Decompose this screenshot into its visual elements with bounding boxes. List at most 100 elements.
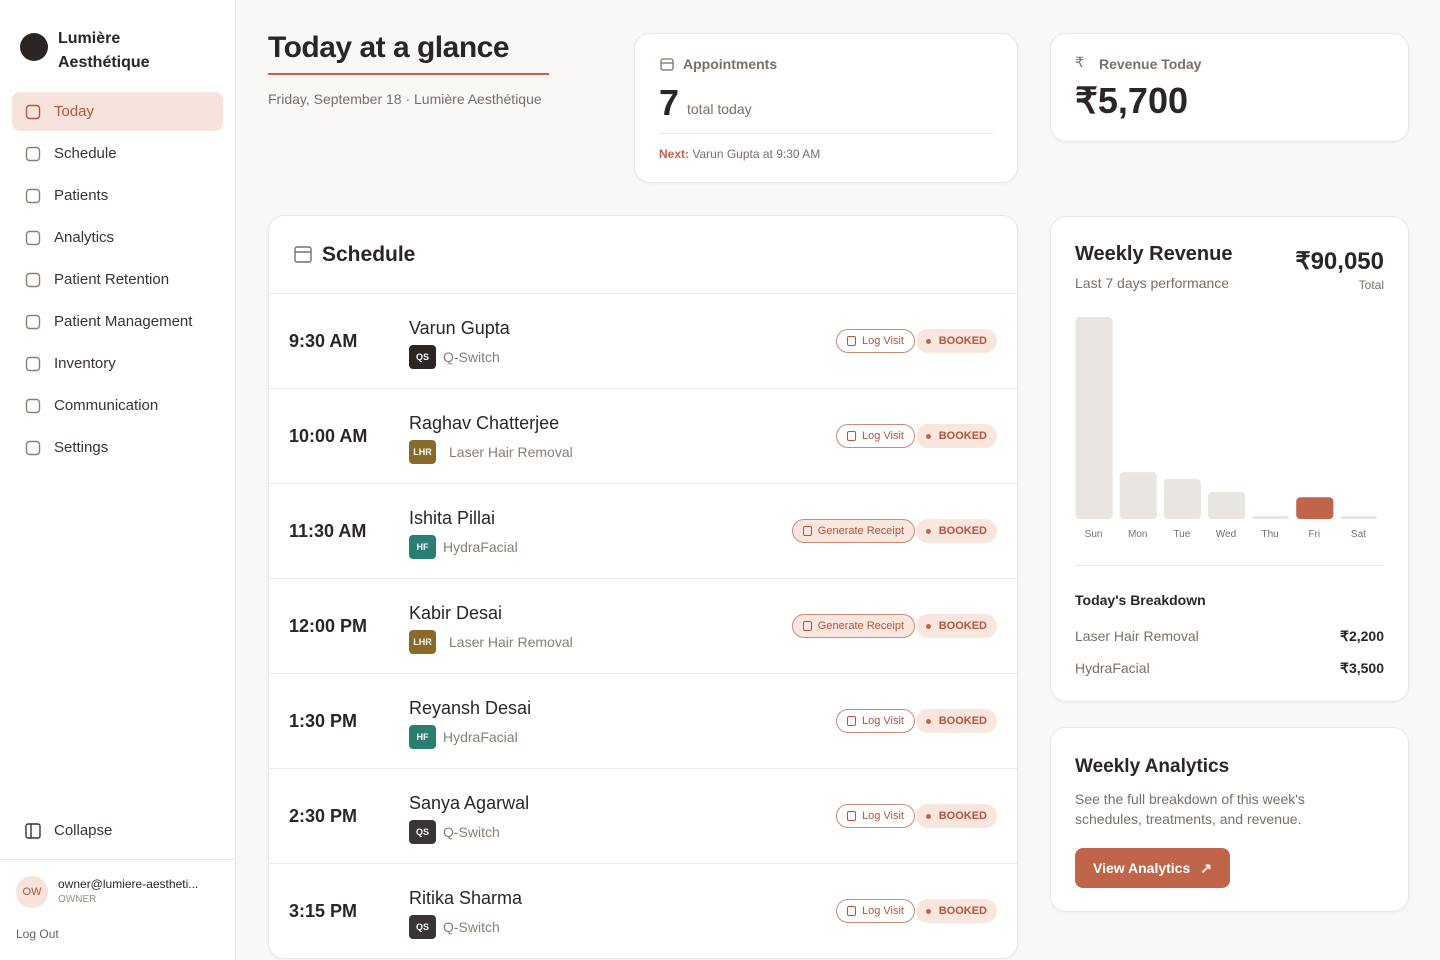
treatment: Q-Switch <box>443 824 500 840</box>
nav-label: Patient Management <box>54 313 193 330</box>
nav-item[interactable]: Communication <box>12 386 223 425</box>
time: 9:30 AM <box>289 331 358 351</box>
nav-item[interactable]: Today <box>12 92 223 131</box>
time: 12:00 PM <box>289 616 368 636</box>
action-button[interactable]: Generate Receipt <box>791 519 915 543</box>
card-label: Revenue Today <box>1099 56 1202 72</box>
status-pill: BOOKED <box>915 709 997 733</box>
icon <box>25 146 41 161</box>
action-button[interactable]: Log Visit <box>836 329 915 353</box>
nav-item[interactable]: Patients <box>12 176 223 215</box>
nav-label: Settings <box>54 439 109 456</box>
treatment: HydraFacial <box>443 539 518 555</box>
bar <box>1119 472 1157 519</box>
schedule-row: 2:30 PM Sanya Agarwal QS Q-Switch BOOKED Log … <box>269 768 1017 864</box>
nav-item[interactable]: Analytics <box>12 218 223 257</box>
schedule-row: 12:00 PM Kabir Desai LHR Laser Hair Removal… <box>269 578 1017 674</box>
patient-name: Kabir Desai <box>409 603 503 623</box>
icon <box>660 58 674 71</box>
icon-shape <box>25 230 41 245</box>
treatment-code: QS <box>409 820 436 844</box>
action-button[interactable]: Log Visit <box>836 424 915 448</box>
status-pill: BOOKED <box>915 519 997 543</box>
icon <box>25 440 41 455</box>
nav-item[interactable]: Inventory <box>12 344 223 383</box>
action-icon <box>802 526 812 536</box>
patient-name: Ishita Pillai <box>409 508 496 528</box>
action-button[interactable]: Log Visit <box>836 709 915 733</box>
total-label: Total <box>1358 278 1384 292</box>
nav-item[interactable]: Patient Retention <box>12 260 223 299</box>
nav-item[interactable]: Settings <box>12 428 223 467</box>
icon <box>25 230 41 245</box>
collapse-button[interactable]: Collapse <box>12 811 223 850</box>
treatment: Laser Hair Removal <box>449 444 573 460</box>
title-underline <box>268 73 549 75</box>
x-tick-label: Tue <box>1173 529 1190 540</box>
status-pill: BOOKED <box>915 614 997 638</box>
code-label: QS <box>415 922 429 932</box>
code-label: QS <box>415 352 429 362</box>
card-label: Appointments <box>683 56 778 72</box>
icon <box>25 822 41 839</box>
bar <box>1207 491 1246 519</box>
icon-shape <box>25 314 41 329</box>
view-analytics-button[interactable]: View Analytics ↗ <box>1075 848 1230 888</box>
icon-shape <box>25 188 41 203</box>
nav-label: Analytics <box>54 229 115 246</box>
count-label: total today <box>687 101 752 117</box>
schedule-row: 10:00 AM Raghav Chatterjee LHR Laser Hair R… <box>269 388 1017 484</box>
logout[interactable]: Log Out <box>16 927 59 941</box>
breakdown-name: HydraFacial <box>1075 660 1150 676</box>
action-label: Log Visit <box>862 905 904 917</box>
schedule-row: 3:15 PM Ritika Sharma QS Q-Switch BOOKED Log … <box>269 863 1017 958</box>
appointments-card: Appointments 7 total today Next: Varun G… <box>634 33 1018 183</box>
schedule-title: Schedule <box>322 243 416 266</box>
icon-shape <box>25 146 41 161</box>
action-button[interactable]: Generate Receipt <box>791 614 915 638</box>
action-button[interactable]: Log Visit <box>836 899 915 923</box>
bar <box>1252 515 1290 519</box>
status-label: BOOKED <box>938 525 987 537</box>
treatment-code: HF <box>409 725 436 749</box>
nav-label: Patients <box>54 187 109 204</box>
time: 1:30 PM <box>289 711 358 731</box>
nav-label: Today <box>54 103 95 120</box>
nav-item[interactable]: Schedule <box>12 134 223 173</box>
icon <box>25 188 41 203</box>
action-icon <box>847 811 856 821</box>
action-label: Log Visit <box>862 810 904 822</box>
breakdown-title: Today's Breakdown <box>1075 592 1206 608</box>
schedule-card: Schedule 9:30 AM Varun Gupta QS Q-Switch BOO… <box>268 215 1018 959</box>
status-pill: BOOKED <box>915 329 997 353</box>
revenue-card: ₹ Revenue Today ₹5,700 <box>1050 33 1409 142</box>
icon <box>25 356 41 371</box>
next-label: Next: <box>659 147 690 161</box>
sidebar: Lumière Aesthétique Today Schedule Patient… <box>0 0 236 960</box>
action-icon <box>847 716 856 726</box>
divider <box>659 133 993 134</box>
treatment-code: LHR <box>409 630 436 654</box>
nav-label: Inventory <box>54 355 116 372</box>
icon-shape <box>25 104 41 119</box>
page-subtitle: Friday, September 18 · Lumière Aesthétiq… <box>268 91 542 107</box>
avatar-initials: OW <box>22 886 42 898</box>
action-label: Log Visit <box>862 715 904 727</box>
x-tick-label: Sun <box>1085 529 1103 540</box>
breakdown-name: Laser Hair Removal <box>1075 628 1199 644</box>
action-label: Generate Receipt <box>817 525 904 537</box>
icon-shape <box>25 272 41 287</box>
action-icon <box>847 906 856 916</box>
status-pill: BOOKED <box>915 424 997 448</box>
nav-item[interactable]: Patient Management <box>12 302 223 341</box>
brand-name: Lumière Aesthétique <box>58 27 150 75</box>
time: 3:15 PM <box>289 901 358 921</box>
time: 10:00 AM <box>289 426 368 446</box>
x-tick-label: Fri <box>1308 529 1320 540</box>
status-label: BOOKED <box>938 715 987 727</box>
divider <box>1075 565 1384 566</box>
action-button[interactable]: Log Visit <box>836 804 915 828</box>
appointment-count: 7 <box>659 82 680 123</box>
